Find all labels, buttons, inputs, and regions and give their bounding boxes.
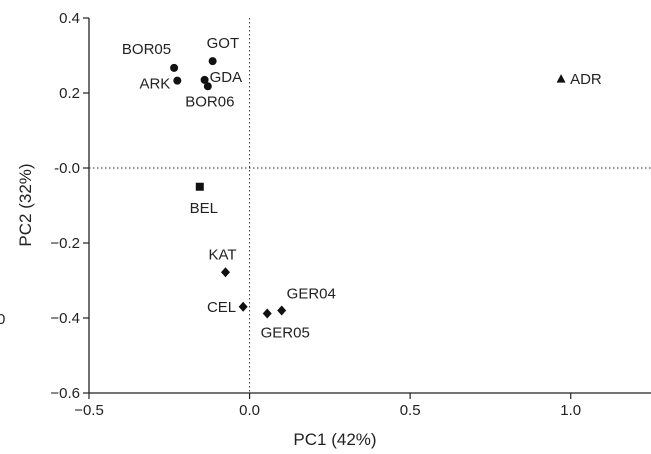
- data-points: [170, 57, 566, 319]
- point-ger05: [262, 308, 272, 319]
- y-tick-label: 0.4: [59, 10, 80, 27]
- y-tick-label: -0.0: [54, 160, 80, 177]
- point-ger04: [277, 305, 287, 316]
- label-bel: BEL: [190, 200, 218, 217]
- axes: [88, 18, 651, 394]
- point-labels: BOR05 GOT ARK GDA BOR06 ADR BEL KAT CEL GER04 GER0…: [122, 35, 602, 341]
- point-gda: [200, 75, 209, 84]
- point-cel: [238, 301, 248, 312]
- label-ark: ARK: [139, 76, 170, 93]
- point-bor06: [203, 82, 212, 91]
- point-bor05: [170, 63, 179, 72]
- label-ger05: GER05: [261, 325, 310, 342]
- y-tick-label: −0.6: [50, 385, 80, 402]
- point-kat: [220, 267, 230, 278]
- x-tick-label: −0.5: [74, 402, 104, 419]
- point-adr: [556, 74, 566, 83]
- x-tick-label: 1.0: [560, 402, 581, 419]
- y-axis-title: PC2 (32%): [16, 163, 35, 246]
- stray-zero-label: 0: [0, 311, 5, 328]
- label-got: GOT: [207, 35, 240, 52]
- label-cel: CEL: [207, 299, 236, 316]
- label-ger04: GER04: [287, 286, 336, 303]
- label-bor05: BOR05: [122, 41, 171, 58]
- label-gda: GDA: [210, 69, 243, 86]
- ticks: −0.5 0.0 0.5 1.0 0.4 0.2 -0.0 −0.2 −0.4 −0.6: [50, 10, 581, 419]
- label-adr: ADR: [570, 71, 602, 88]
- point-ark: [173, 76, 182, 85]
- x-axis-title: PC1 (42%): [293, 430, 376, 449]
- point-bel: [195, 182, 204, 191]
- y-tick-label: −0.2: [50, 235, 80, 252]
- y-tick-label: −0.4: [50, 310, 80, 327]
- label-bor06: BOR06: [185, 93, 234, 110]
- x-tick-label: 0.5: [400, 402, 421, 419]
- y-tick-label: 0.2: [59, 85, 80, 102]
- point-got: [208, 57, 217, 66]
- label-kat: KAT: [208, 246, 236, 263]
- x-tick-label: 0.0: [239, 402, 260, 419]
